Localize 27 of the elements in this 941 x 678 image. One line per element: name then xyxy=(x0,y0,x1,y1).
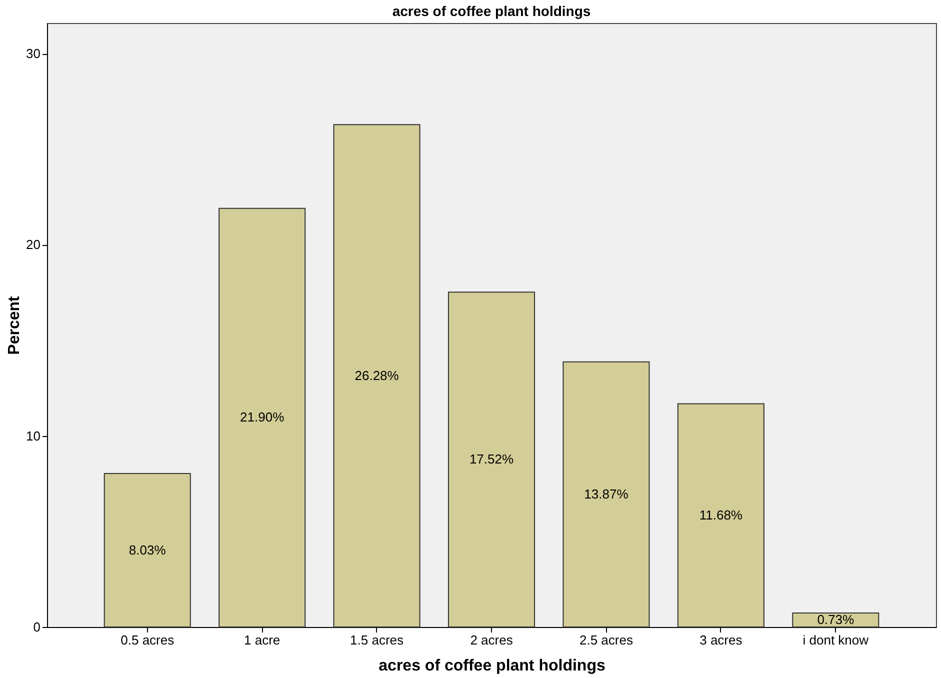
x-tick-label: i dont know xyxy=(802,632,870,648)
x-tick-label: 0.5 acres xyxy=(120,632,175,648)
data-label: 13.87% xyxy=(584,486,629,502)
bar xyxy=(677,403,764,628)
y-axis-title: Percent xyxy=(6,295,24,355)
x-tick-label: 1 acre xyxy=(244,632,280,648)
bar xyxy=(218,208,306,628)
x-tick-label: 2 acres xyxy=(470,632,514,648)
y-tick-label: 10 xyxy=(26,428,40,444)
data-label: 17.52% xyxy=(469,452,514,467)
bar xyxy=(333,124,420,628)
chart-title: acres of coffee plant holdings xyxy=(392,3,591,19)
bar xyxy=(562,361,650,628)
data-label: 26.28% xyxy=(354,368,400,383)
x-axis-title: acres of coffee plant holdings xyxy=(378,658,606,674)
data-label: 8.03% xyxy=(128,542,166,558)
x-tick-label: 2.5 acres xyxy=(579,632,634,648)
bar xyxy=(104,473,191,628)
bar xyxy=(448,292,536,628)
x-tick-label: 3 acres xyxy=(700,632,743,648)
y-tick-label: 30 xyxy=(26,46,40,62)
y-tick-label: 0 xyxy=(33,620,40,634)
data-label: 0.73% xyxy=(817,612,854,628)
data-label: 11.68% xyxy=(699,507,743,522)
x-tick-label: 1.5 acres xyxy=(350,632,404,648)
y-tick-label: 20 xyxy=(26,237,40,252)
data-label: 21.90% xyxy=(240,410,285,425)
